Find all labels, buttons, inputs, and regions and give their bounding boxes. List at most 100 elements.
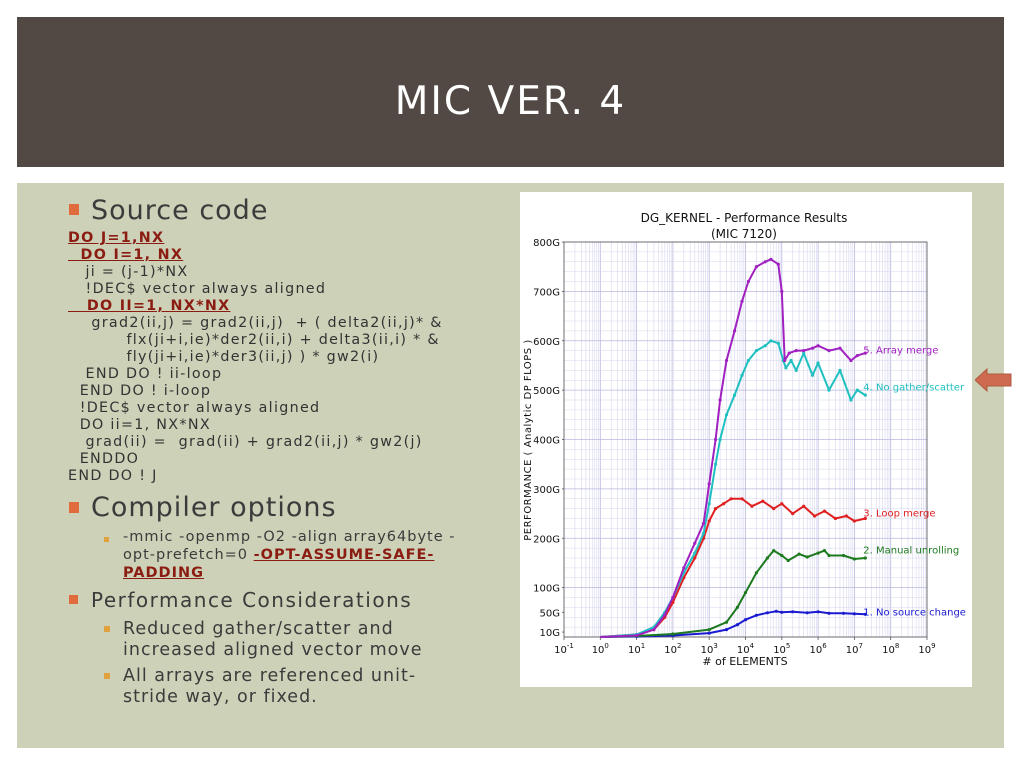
series-point xyxy=(783,358,787,363)
series-point xyxy=(810,373,815,377)
series-point xyxy=(754,571,758,575)
code-line: DO J=1,NX xyxy=(68,230,165,246)
code-line: END DO ! i-loop xyxy=(68,383,212,399)
title-bar: MIC VER. 4 xyxy=(17,17,1004,167)
code-line: flx(ji+i,ie)*der2(ii,i) + delta3(ii,i) *… xyxy=(68,332,440,348)
compiler-options-text-line2: opt-prefetch=0 -OPT-ASSUME-SAFE- xyxy=(123,547,434,563)
x-tick-exponent: 9 xyxy=(931,642,935,650)
series-point xyxy=(707,502,711,506)
x-tick-base: 10 xyxy=(773,645,786,656)
x-tick-exponent: 4 xyxy=(750,642,755,650)
x-tick-exponent: 6 xyxy=(822,642,827,650)
series-point xyxy=(841,553,846,558)
x-tick-base: 10 xyxy=(628,645,641,656)
x-tick-base: 10 xyxy=(737,645,750,656)
x-tick-base: 10 xyxy=(554,645,567,656)
series-point xyxy=(722,502,726,506)
x-tick-exponent: 1 xyxy=(641,642,645,650)
code-line: END DO ! ii-loop xyxy=(68,366,223,382)
series-point xyxy=(724,358,729,363)
series-point xyxy=(838,368,842,372)
bullet-source-code: Source code xyxy=(91,195,269,226)
perf-item-2-line2: stride way, or fixed. xyxy=(123,687,318,707)
series-label: 2. Manual unrolling xyxy=(863,546,959,557)
series-point xyxy=(671,600,675,604)
series-point xyxy=(849,398,853,402)
series-point xyxy=(772,549,776,553)
x-tick-base: 10 xyxy=(592,645,605,656)
series-line-5 xyxy=(600,258,866,638)
y-tick-label: 100G xyxy=(533,584,560,595)
series-point xyxy=(776,341,780,345)
y-axis-label: PERFORMANCE ( Analytic DP FLOPS ) xyxy=(523,339,534,540)
x-tick-label: 107 xyxy=(846,642,863,656)
series-point xyxy=(863,351,867,355)
series-point xyxy=(849,358,853,363)
series-point xyxy=(765,611,769,615)
perf-item-1-line2: increased aligned vector move xyxy=(123,640,423,660)
series-point xyxy=(746,279,750,284)
series-label: 4. No gather/scatter xyxy=(863,383,965,394)
sub-bullet-square-icon xyxy=(104,626,110,632)
compiler-option-plain: opt-prefetch=0 xyxy=(123,547,254,563)
series-point xyxy=(780,289,784,293)
x-tick-label: 109 xyxy=(918,642,935,656)
compiler-options-text-line1: -mmic -openmp -O2 -align array64byte - xyxy=(123,529,456,545)
series-point xyxy=(784,366,788,370)
code-line: ENDDO xyxy=(68,451,140,467)
series-point xyxy=(733,329,737,333)
series-point xyxy=(702,521,706,525)
slide-title: MIC VER. 4 xyxy=(394,79,627,124)
y-tick-label: 700G xyxy=(533,287,560,298)
perf-item-2-line1: All arrays are referenced unit- xyxy=(123,666,417,686)
series-point xyxy=(855,354,859,358)
series-point xyxy=(852,519,856,523)
y-tick-label: 10G xyxy=(540,628,560,639)
series-point xyxy=(805,611,809,615)
code-line: DO ii=1, NX*NX xyxy=(68,417,211,433)
series-point xyxy=(816,610,820,614)
series-point xyxy=(769,339,773,343)
x-tick-exponent: 3 xyxy=(713,642,717,650)
series-point xyxy=(714,462,718,466)
x-tick-exponent: 0 xyxy=(604,642,608,650)
series-label: 1. No source change xyxy=(863,607,966,618)
series-point xyxy=(810,346,815,350)
series-point xyxy=(718,437,722,442)
series-point xyxy=(855,388,859,392)
series-point xyxy=(863,556,867,560)
series-point xyxy=(663,613,667,617)
series-point xyxy=(740,299,744,303)
series-point xyxy=(763,344,767,348)
series-point xyxy=(729,497,733,501)
series-point xyxy=(707,482,711,486)
bullet-square-icon xyxy=(69,204,79,215)
series-point xyxy=(863,612,867,616)
bullet-performance-considerations: Performance Considerations xyxy=(91,588,413,612)
code-line: DO I=1, NX xyxy=(68,247,184,263)
x-axis-label: # of ELEMENTS xyxy=(702,655,787,668)
x-tick-base: 10 xyxy=(809,645,822,656)
series-point xyxy=(754,349,758,353)
series-point xyxy=(805,555,809,559)
series-point xyxy=(682,566,686,570)
y-tick-label: 50G xyxy=(540,608,560,619)
x-tick-base: 10 xyxy=(701,645,714,656)
code-line: END DO ! J xyxy=(68,468,158,484)
chart-title: DG_KERNEL - Performance Results xyxy=(641,211,848,225)
y-tick-label: 800G xyxy=(533,238,560,249)
series-point xyxy=(724,620,729,624)
x-tick-base: 10 xyxy=(664,645,677,656)
x-tick-label: 106 xyxy=(809,642,827,656)
series-point xyxy=(702,531,706,535)
sub-bullet-square-icon xyxy=(104,673,110,679)
chart-subtitle: (MIC 7120) xyxy=(711,227,777,241)
series-point xyxy=(671,595,675,600)
series-line-1 xyxy=(600,610,866,638)
x-tick-label: 104 xyxy=(737,642,755,656)
series-point xyxy=(772,507,776,511)
x-tick-exponent: 2 xyxy=(677,642,681,650)
chart-panel: DG_KERNEL - Performance Results (MIC 712… xyxy=(520,192,972,687)
x-tick-label: 100 xyxy=(592,642,609,656)
code-line: DO II=1, NX*NX xyxy=(68,298,231,314)
